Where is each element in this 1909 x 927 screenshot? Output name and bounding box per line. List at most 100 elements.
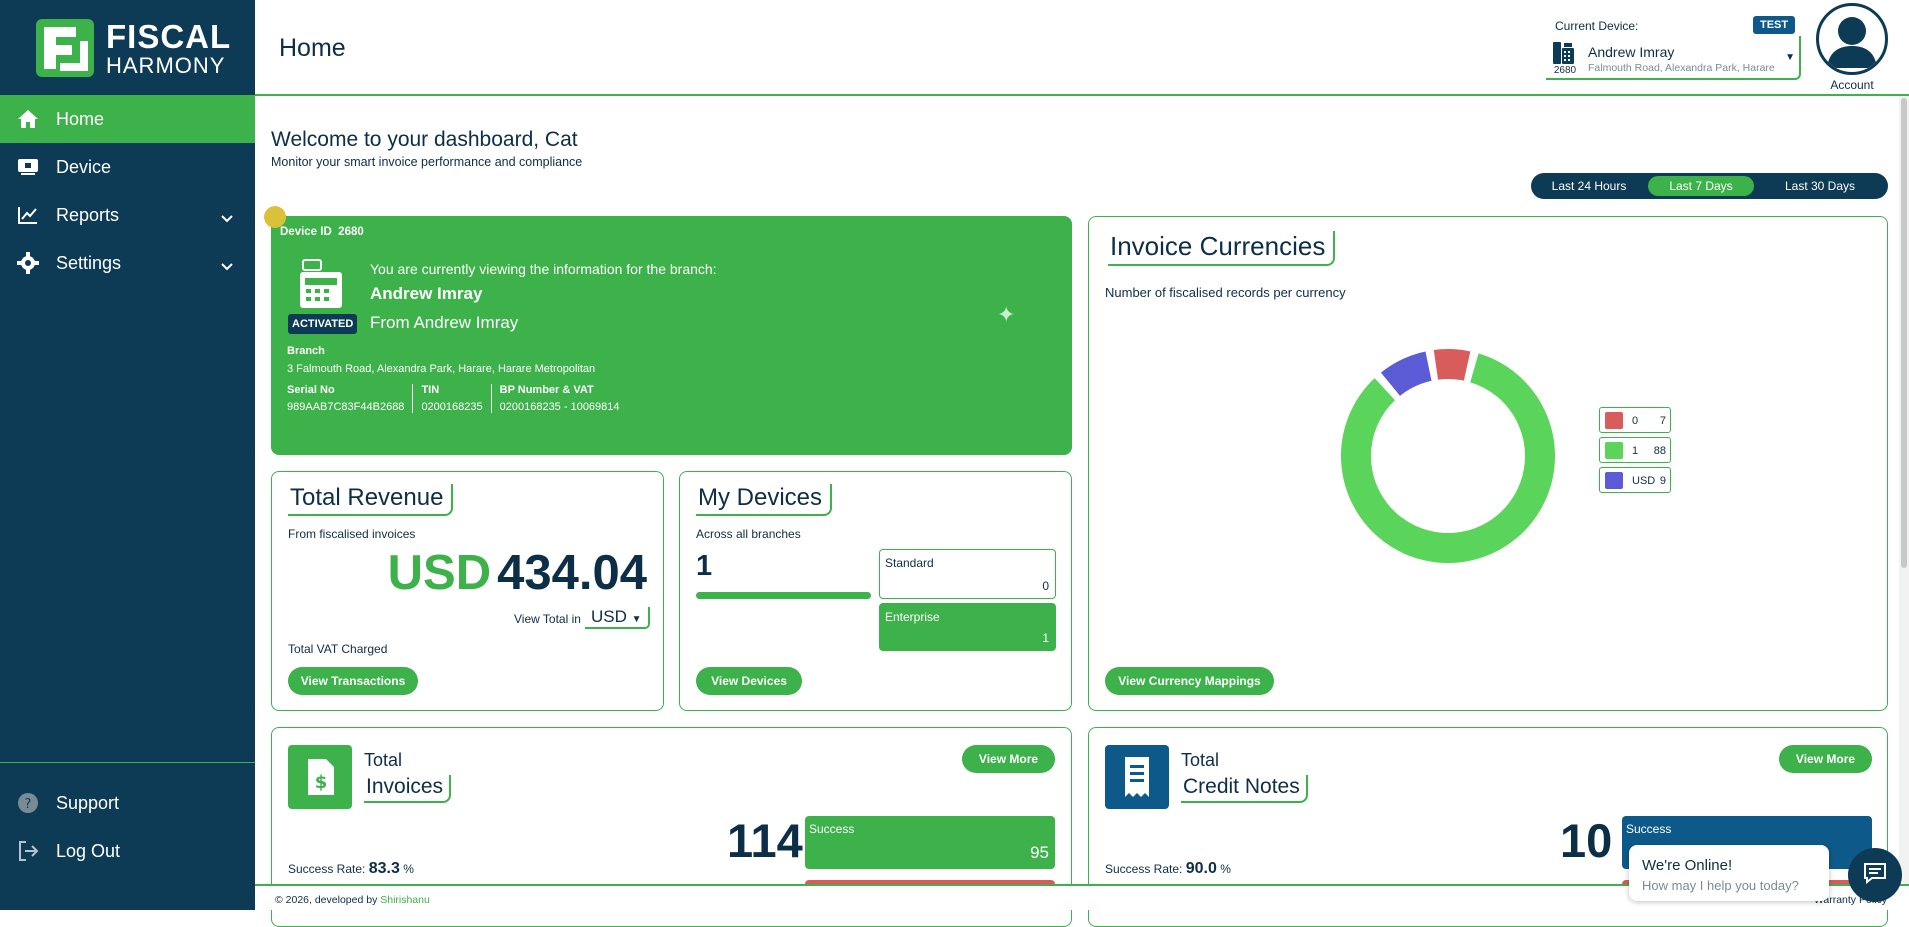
sidebar-item-label: Home: [56, 108, 105, 129]
account-button[interactable]: Account: [1815, 3, 1889, 92]
card-subtitle: Number of fiscalised records per currenc…: [1105, 285, 1346, 300]
range-last-7-days[interactable]: Last 7 Days: [1648, 176, 1754, 196]
sidebar-item-settings[interactable]: Settings: [0, 239, 255, 287]
card-title: Total Revenue: [288, 484, 454, 516]
fiscal-harmony-logo[interactable]: FISCAL HARMONY: [36, 18, 231, 78]
sidebar-item-label: Device: [56, 156, 112, 177]
svg-text:?: ?: [25, 797, 32, 812]
sidebar-item-label: Support: [56, 792, 120, 813]
sidebar-item-support[interactable]: ? Support: [0, 779, 255, 827]
card-subtitle: Across all branches: [696, 527, 801, 541]
legend-swatch: [1605, 472, 1623, 489]
card-title: Invoice Currencies: [1108, 231, 1336, 266]
help-icon: ?: [16, 791, 40, 815]
card-title: My Devices: [696, 484, 833, 516]
logout-icon: [16, 839, 40, 863]
caret-down-icon: ▼: [1785, 52, 1795, 63]
legend-item[interactable]: 1 88: [1599, 437, 1671, 463]
sidebar-item-label: Settings: [56, 252, 122, 273]
view-more-invoices-button[interactable]: View More: [962, 745, 1055, 773]
chart-legend: 0 7 1 88 USD 9: [1599, 407, 1671, 497]
view-currency-mappings-button[interactable]: View Currency Mappings: [1105, 667, 1274, 695]
receipt-icon: [1105, 745, 1169, 809]
page-title: Home: [279, 34, 346, 62]
standard-devices-box: Standard 0: [879, 549, 1056, 599]
logo-mark-icon: [36, 19, 94, 77]
credit-notes-success-rate: Success Rate: 90.0 %: [1105, 860, 1231, 877]
vat-label: Total VAT Charged: [288, 642, 388, 656]
legend-label: 0: [1632, 415, 1639, 427]
cash-register-icon: [295, 258, 347, 310]
currency-select[interactable]: USD ▼: [585, 607, 650, 629]
revenue-amount: USD 434.04: [387, 546, 647, 600]
view-devices-button[interactable]: View Devices: [696, 667, 802, 695]
device-name: Andrew Imray: [1588, 44, 1675, 60]
sidebar-divider: [0, 762, 255, 763]
view-transactions-button[interactable]: View Transactions: [288, 667, 418, 695]
legend-swatch: [1605, 412, 1623, 429]
sparkle-icon: ✦: [997, 302, 1016, 327]
sidebar-item-logout[interactable]: Log Out: [0, 827, 255, 875]
current-device-label: Current Device:: [1555, 19, 1639, 33]
serial-no-field: Serial No 989AAB7C83F44B2688: [287, 384, 414, 413]
sidebar-item-label: Log Out: [56, 840, 121, 861]
legend-label: 1: [1632, 445, 1639, 457]
chat-icon: [1862, 861, 1888, 890]
top-bar: Home: [255, 0, 1909, 96]
badge-icon: [264, 206, 286, 228]
copyright-text: © 2026, developed by Shirishanu: [275, 894, 430, 906]
enterprise-devices-box: Enterprise 1: [879, 603, 1056, 651]
avatar-icon: [1816, 3, 1888, 75]
sidebar-item-reports[interactable]: Reports: [0, 191, 255, 239]
branch-from: From Andrew Imray: [370, 313, 519, 332]
svg-text:$: $: [315, 772, 328, 793]
chat-popup-subtitle: How may I help you today?: [1642, 878, 1799, 893]
welcome-subtitle: Monitor your smart invoice performance a…: [271, 155, 583, 169]
logo-line2: HARMONY: [106, 52, 226, 78]
my-devices-card: My Devices Across all branches 1 Standar…: [679, 471, 1072, 711]
donut-slice-1[interactable]: [1339, 350, 1557, 565]
chat-button[interactable]: [1848, 848, 1902, 902]
device-icon: [16, 155, 40, 179]
donut-slice-usd[interactable]: [1378, 349, 1434, 399]
currency-donut-chart: [1339, 347, 1557, 565]
chevron-down-icon: [221, 207, 233, 228]
donut-slice-0[interactable]: [1431, 347, 1473, 384]
sidebar-item-device[interactable]: Device: [0, 143, 255, 191]
branch-info-card: Device ID 2680 ACTIVATED You are current…: [264, 206, 1072, 455]
cash-register-icon: [1550, 40, 1580, 74]
account-label: Account: [1830, 78, 1874, 92]
range-last-30-days[interactable]: Last 30 Days: [1784, 179, 1856, 193]
chat-popup-title: We're Online!: [1642, 857, 1733, 874]
invoices-success-rate: Success Rate: 83.3 %: [288, 860, 414, 877]
device-address: Falmouth Road, Alexandra Park, Harare: [1588, 62, 1775, 74]
chat-popup[interactable]: We're Online! How may I help you today?: [1629, 845, 1829, 901]
logo-line1: FISCAL: [106, 17, 232, 55]
device-count: 1: [696, 550, 713, 582]
range-last-24-hours[interactable]: Last 24 Hours: [1551, 179, 1627, 193]
welcome-title: Welcome to your dashboard, Cat: [271, 128, 578, 151]
branch-address: 3 Falmouth Road, Alexandra Park, Harare,…: [287, 363, 596, 375]
scrollbar[interactable]: [1899, 96, 1909, 884]
gear-icon: [16, 251, 40, 275]
invoices-success-box: Success 95: [805, 816, 1055, 869]
viewing-text: You are currently viewing the informatio…: [370, 261, 717, 277]
device-progress-bar: [696, 592, 871, 599]
legend-item[interactable]: USD 9: [1599, 467, 1671, 493]
device-selector[interactable]: 2680 Andrew Imray Falmouth Road, Alexand…: [1546, 36, 1801, 80]
credit-notes-total: 10: [1560, 814, 1613, 867]
invoice-currencies-card: Invoice Currencies Number of fiscalised …: [1088, 216, 1888, 711]
stat-title: Invoices: [364, 775, 452, 803]
device-number: 2680: [1553, 65, 1577, 76]
branch-fields: Serial No 989AAB7C83F44B2688 TIN 020016823…: [287, 384, 636, 413]
view-more-credit-notes-button[interactable]: View More: [1779, 745, 1872, 773]
sidebar-item-home[interactable]: Home: [0, 95, 255, 143]
invoice-dollar-icon: $: [288, 745, 352, 809]
scrollbar-thumb[interactable]: [1901, 98, 1907, 568]
invoices-total: 114: [727, 814, 803, 867]
legend-label: USD: [1632, 475, 1656, 487]
legend-value: 7: [1659, 415, 1666, 427]
developer-link[interactable]: Shirishanu: [380, 894, 430, 906]
chevron-down-icon: [221, 255, 233, 276]
